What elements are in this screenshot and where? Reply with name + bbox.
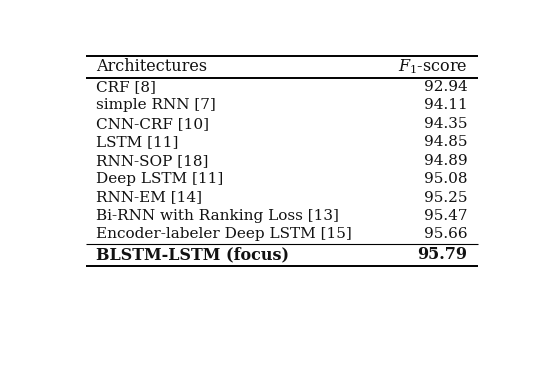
Text: 92.94: 92.94 [424, 80, 468, 94]
Text: Deep LSTM [11]: Deep LSTM [11] [96, 172, 224, 186]
Text: 94.35: 94.35 [424, 117, 468, 131]
Text: CNN-CRF [10]: CNN-CRF [10] [96, 117, 210, 131]
Text: BLSTM-LSTM (focus): BLSTM-LSTM (focus) [96, 246, 289, 263]
Text: Bi-RNN with Ranking Loss [13]: Bi-RNN with Ranking Loss [13] [96, 209, 339, 223]
Text: 94.89: 94.89 [424, 154, 468, 168]
Text: $F_1$-score: $F_1$-score [398, 57, 468, 76]
Text: Architectures: Architectures [96, 58, 207, 75]
Text: 95.08: 95.08 [424, 172, 468, 186]
Text: CRF [8]: CRF [8] [96, 80, 156, 94]
Text: simple RNN [7]: simple RNN [7] [96, 98, 216, 112]
Text: 95.47: 95.47 [424, 209, 468, 223]
Text: Encoder-labeler Deep LSTM [15]: Encoder-labeler Deep LSTM [15] [96, 228, 352, 241]
Text: 95.79: 95.79 [417, 246, 468, 263]
Text: 94.11: 94.11 [424, 98, 468, 112]
Text: 95.66: 95.66 [424, 228, 468, 241]
Text: LSTM [11]: LSTM [11] [96, 135, 179, 149]
Text: RNN-EM [14]: RNN-EM [14] [96, 191, 202, 204]
Text: 95.25: 95.25 [424, 191, 468, 204]
Text: RNN-SOP [18]: RNN-SOP [18] [96, 154, 209, 168]
Text: 94.85: 94.85 [424, 135, 468, 149]
